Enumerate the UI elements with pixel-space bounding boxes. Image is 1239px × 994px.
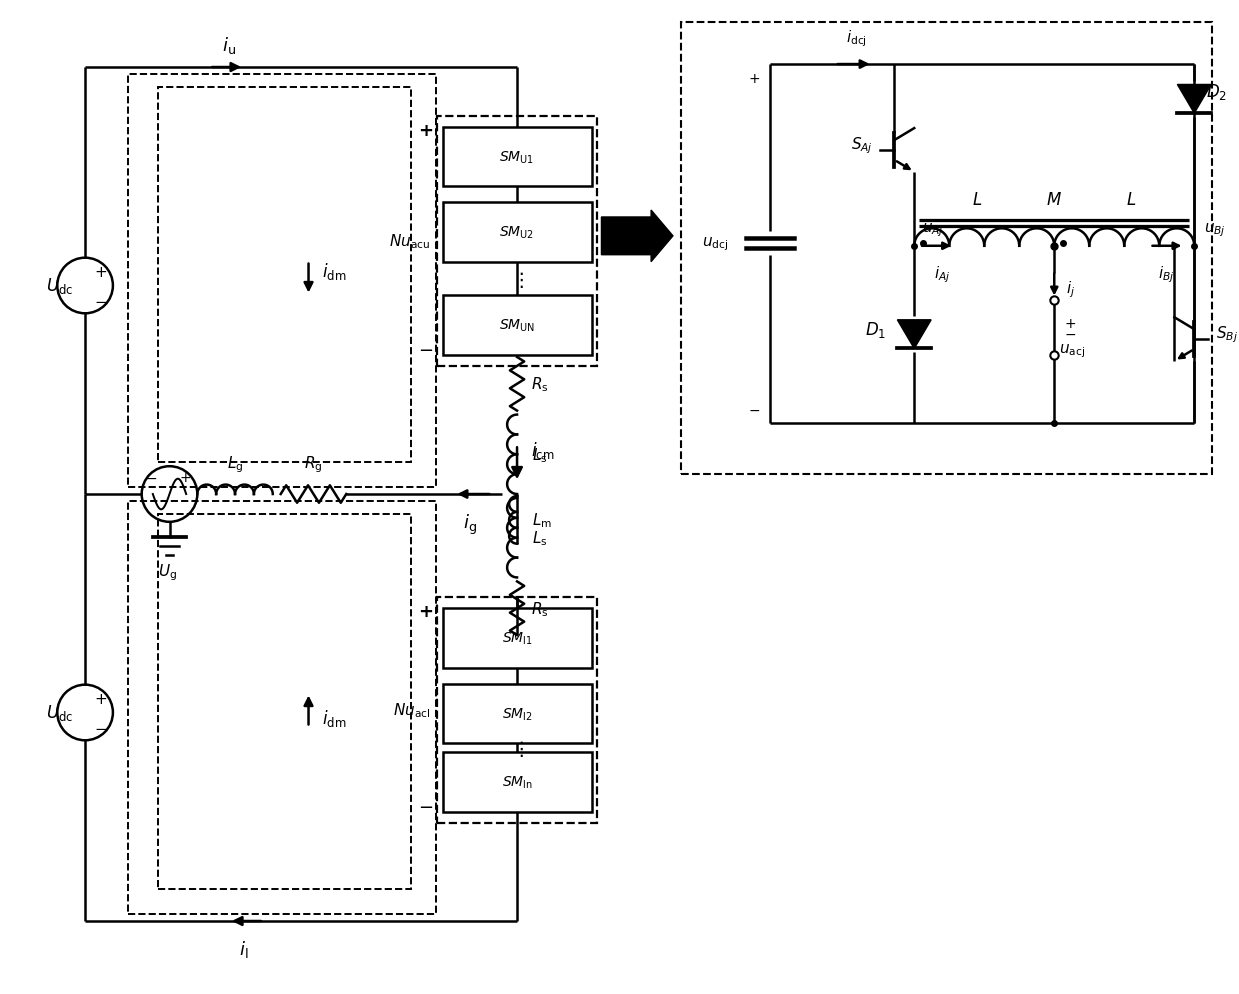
Text: $R_{\rm s}$: $R_{\rm s}$ [532, 599, 549, 618]
Text: $-$: $-$ [145, 471, 157, 485]
Text: $-$: $-$ [94, 292, 108, 307]
Text: $R_{\rm s}$: $R_{\rm s}$ [532, 375, 549, 394]
Text: $M$: $M$ [1046, 191, 1062, 210]
Bar [442, 127, 591, 187]
Text: $u_{Bj}$: $u_{Bj}$ [1204, 221, 1227, 239]
Text: +: + [94, 692, 107, 707]
Text: $-$: $-$ [94, 719, 108, 735]
Text: $L$: $L$ [973, 191, 983, 210]
Text: $U_{\rm dc}$: $U_{\rm dc}$ [46, 703, 73, 723]
Text: $D_1$: $D_1$ [865, 320, 886, 340]
Text: $SM_{\rm ln}$: $SM_{\rm ln}$ [502, 774, 533, 790]
Text: +: + [180, 471, 191, 485]
Text: $S_{Aj}$: $S_{Aj}$ [851, 135, 872, 156]
Text: $i_{Bj}$: $i_{Bj}$ [1158, 264, 1175, 285]
Text: $U_{\rm dc}$: $U_{\rm dc}$ [46, 276, 73, 296]
Bar [128, 501, 436, 914]
Polygon shape [897, 320, 932, 349]
Bar [442, 752, 591, 812]
Text: $Nu_{\rm acl}$: $Nu_{\rm acl}$ [393, 701, 431, 720]
Text: $i_{\rm u}$: $i_{\rm u}$ [222, 35, 237, 56]
Text: $-$: $-$ [1064, 326, 1077, 340]
Text: $u_{\rm acj}$: $u_{\rm acj}$ [1059, 342, 1085, 360]
Polygon shape [1177, 85, 1212, 114]
Text: $U_{\rm g}$: $U_{\rm g}$ [159, 562, 177, 582]
Text: $L$: $L$ [1126, 191, 1136, 210]
Text: $L_{\rm s}$: $L_{\rm s}$ [532, 445, 548, 464]
Text: $\vdots$: $\vdots$ [510, 269, 523, 289]
Bar [157, 514, 411, 890]
Text: $i_{\rm dm}$: $i_{\rm dm}$ [322, 707, 347, 729]
Text: $SM_{\rm l1}$: $SM_{\rm l1}$ [502, 630, 533, 646]
Bar [681, 23, 1212, 475]
Bar [128, 75, 436, 488]
Bar [442, 296, 591, 356]
Text: $i_{\rm g}$: $i_{\rm g}$ [463, 512, 477, 537]
Text: $i_j$: $i_j$ [1067, 279, 1075, 299]
Bar [442, 684, 591, 744]
Text: $SM_{\rm l2}$: $SM_{\rm l2}$ [502, 706, 533, 722]
Text: $i_{Aj}$: $i_{Aj}$ [934, 264, 950, 285]
FancyArrow shape [601, 211, 673, 262]
Text: $i_{\rm dm}$: $i_{\rm dm}$ [322, 260, 347, 282]
Bar [442, 203, 591, 262]
Text: $SM_{\rm U1}$: $SM_{\rm U1}$ [499, 149, 534, 165]
Bar [436, 116, 597, 367]
Bar [436, 597, 597, 823]
Text: $u_{\rm dcj}$: $u_{\rm dcj}$ [703, 236, 729, 252]
Text: +: + [1064, 316, 1075, 330]
Text: $u_{Aj}$: $u_{Aj}$ [922, 221, 944, 239]
Text: $i_{\rm dcj}$: $i_{\rm dcj}$ [846, 29, 867, 49]
Text: $\vdots$: $\vdots$ [510, 738, 523, 758]
Text: +: + [748, 72, 761, 85]
Bar [442, 608, 591, 668]
Text: +: + [94, 264, 107, 279]
Text: $i_{\rm l}$: $i_{\rm l}$ [239, 938, 249, 959]
Text: $Nu_{\rm acu}$: $Nu_{\rm acu}$ [389, 233, 431, 250]
Text: +: + [418, 121, 432, 139]
Text: +: + [418, 602, 432, 620]
Text: $D_2$: $D_2$ [1207, 82, 1228, 101]
Text: $-$: $-$ [418, 796, 432, 814]
Bar [157, 87, 411, 463]
Text: $SM_{\rm UN}$: $SM_{\rm UN}$ [499, 318, 535, 334]
Text: $SM_{\rm U2}$: $SM_{\rm U2}$ [499, 225, 534, 241]
Text: $L_{\rm m}$: $L_{\rm m}$ [532, 511, 551, 530]
Text: $i_{\rm cm}$: $i_{\rm cm}$ [532, 439, 554, 460]
Text: $L_{\rm s}$: $L_{\rm s}$ [532, 529, 548, 548]
Text: $R_{\rm g}$: $R_{\rm g}$ [305, 454, 322, 475]
Text: $S_{Bj}$: $S_{Bj}$ [1217, 324, 1238, 345]
Text: $-$: $-$ [418, 340, 432, 358]
Text: $L_{\rm g}$: $L_{\rm g}$ [227, 454, 243, 475]
Text: $-$: $-$ [748, 403, 761, 416]
